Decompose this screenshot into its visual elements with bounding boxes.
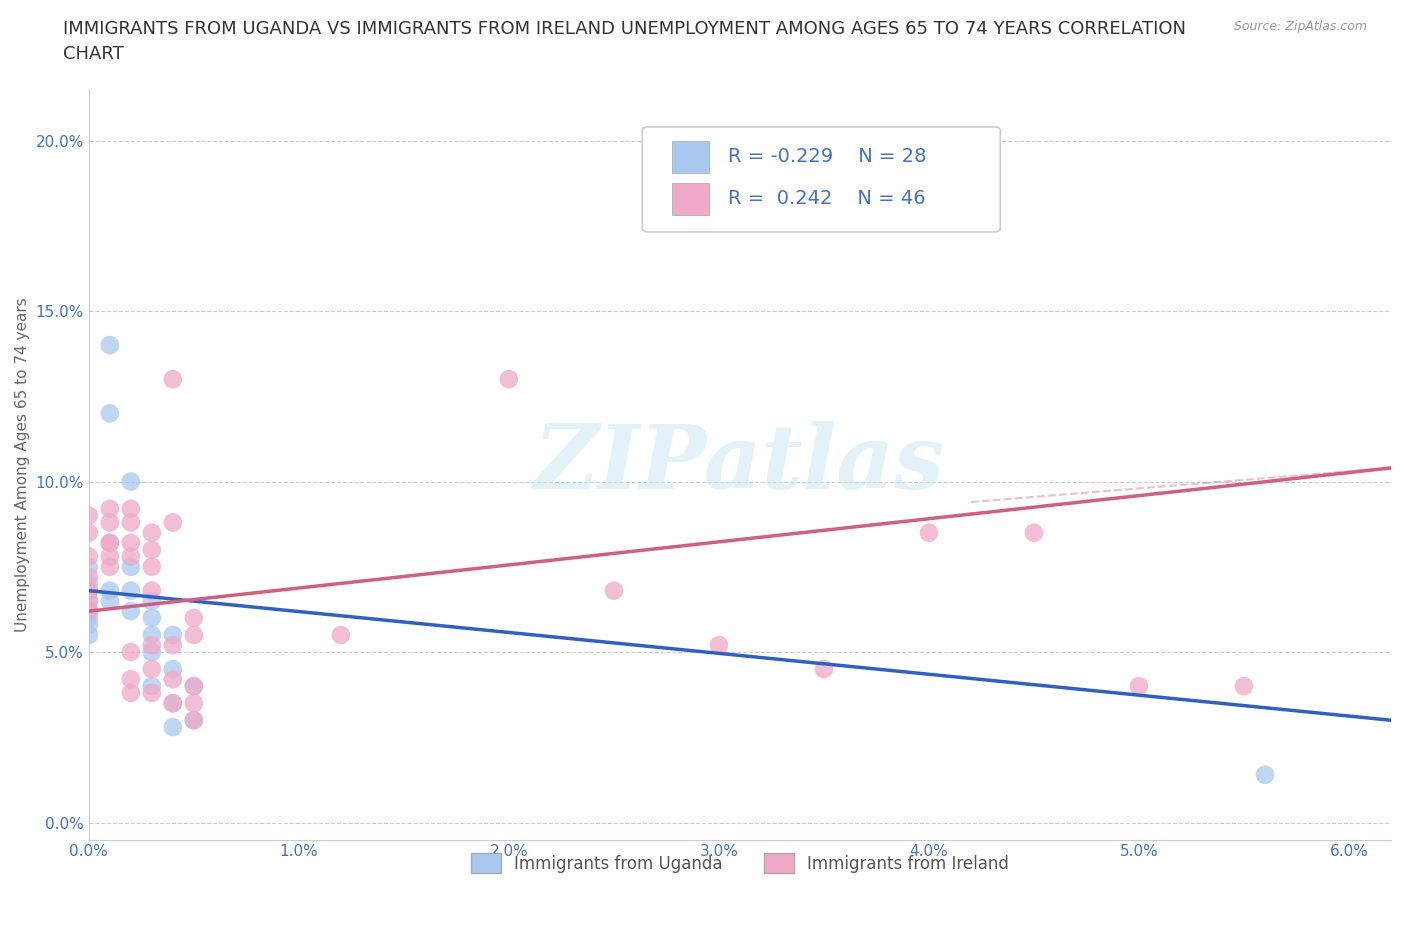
Point	[183, 628, 205, 643]
Text: CHART: CHART	[63, 45, 124, 62]
Y-axis label: Unemployment Among Ages 65 to 74 years: Unemployment Among Ages 65 to 74 years	[15, 297, 30, 631]
Point	[141, 593, 163, 608]
FancyBboxPatch shape	[643, 126, 1000, 232]
Point	[98, 593, 121, 608]
Point	[77, 604, 100, 618]
Point	[162, 372, 184, 387]
Point	[1022, 525, 1045, 540]
Point	[77, 583, 100, 598]
Text: Source: ZipAtlas.com: Source: ZipAtlas.com	[1233, 20, 1367, 33]
Point	[141, 679, 163, 694]
Point	[141, 583, 163, 598]
Point	[77, 628, 100, 643]
Point	[98, 583, 121, 598]
Point	[77, 593, 100, 608]
Point	[98, 536, 121, 551]
Point	[77, 508, 100, 523]
Point	[329, 628, 352, 643]
Point	[77, 583, 100, 598]
Point	[1128, 679, 1150, 694]
Point	[183, 696, 205, 711]
Point	[141, 685, 163, 700]
Text: R =  0.242    N = 46: R = 0.242 N = 46	[728, 190, 925, 208]
Point	[707, 638, 730, 653]
Point	[98, 405, 121, 420]
Point	[1254, 767, 1277, 782]
Point	[98, 559, 121, 574]
Point	[98, 338, 121, 352]
Point	[77, 577, 100, 591]
Point	[1233, 679, 1256, 694]
Point	[120, 474, 142, 489]
FancyBboxPatch shape	[672, 141, 709, 173]
Point	[120, 515, 142, 530]
Point	[120, 583, 142, 598]
Point	[162, 720, 184, 735]
Legend: Immigrants from Uganda, Immigrants from Ireland: Immigrants from Uganda, Immigrants from …	[464, 846, 1017, 880]
Point	[498, 372, 520, 387]
Point	[162, 696, 184, 711]
Point	[162, 515, 184, 530]
Point	[77, 610, 100, 625]
Point	[141, 661, 163, 676]
Point	[162, 638, 184, 653]
Point	[918, 525, 941, 540]
Point	[77, 559, 100, 574]
Point	[162, 671, 184, 686]
Point	[813, 661, 835, 676]
Point	[162, 628, 184, 643]
Point	[183, 712, 205, 727]
Point	[98, 536, 121, 551]
Point	[162, 661, 184, 676]
Text: IMMIGRANTS FROM UGANDA VS IMMIGRANTS FROM IRELAND UNEMPLOYMENT AMONG AGES 65 TO : IMMIGRANTS FROM UGANDA VS IMMIGRANTS FRO…	[63, 20, 1187, 38]
Point	[141, 644, 163, 659]
Point	[120, 685, 142, 700]
Point	[77, 618, 100, 632]
Point	[120, 671, 142, 686]
Point	[120, 604, 142, 618]
Point	[77, 604, 100, 618]
Point	[183, 712, 205, 727]
Point	[77, 593, 100, 608]
Point	[120, 536, 142, 551]
Point	[98, 515, 121, 530]
Point	[141, 628, 163, 643]
Point	[120, 501, 142, 516]
Point	[120, 549, 142, 564]
Text: R = -0.229    N = 28: R = -0.229 N = 28	[728, 148, 927, 166]
Point	[183, 610, 205, 625]
Point	[98, 549, 121, 564]
Point	[183, 679, 205, 694]
Point	[141, 610, 163, 625]
Point	[98, 501, 121, 516]
FancyBboxPatch shape	[672, 183, 709, 215]
Point	[603, 583, 626, 598]
Point	[141, 542, 163, 557]
Point	[77, 549, 100, 564]
Point	[141, 525, 163, 540]
Point	[183, 679, 205, 694]
Point	[141, 638, 163, 653]
Point	[162, 696, 184, 711]
Point	[77, 569, 100, 584]
Text: ZIPatlas: ZIPatlas	[534, 421, 945, 508]
Point	[141, 559, 163, 574]
Point	[120, 644, 142, 659]
Point	[120, 559, 142, 574]
Point	[77, 525, 100, 540]
